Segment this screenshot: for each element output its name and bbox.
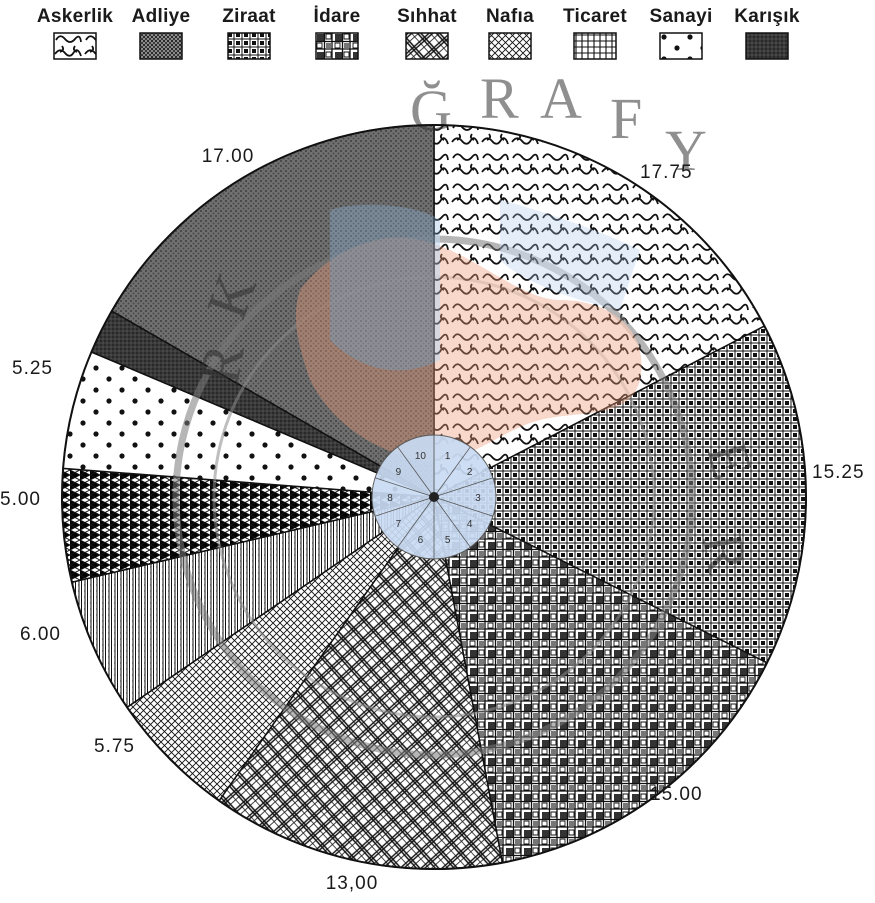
map-shape bbox=[330, 204, 440, 371]
pie-outline bbox=[61, 124, 807, 870]
center-ring-digit: 4 bbox=[467, 519, 473, 530]
watermark-letter: Y bbox=[665, 118, 707, 183]
legend-label: Askerlik bbox=[36, 6, 114, 27]
legend: Askerlik Adliye Ziraat İdare Sıhhat Nafı… bbox=[0, 0, 875, 70]
center-ring-digit: 3 bbox=[475, 493, 481, 504]
center-disc: 1 2 3 4 5 6 7 8 9 10 bbox=[371, 434, 497, 560]
center-ring-digit: 1 bbox=[445, 451, 451, 462]
center-spoke bbox=[374, 496, 435, 517]
legend-swatch-ziraat bbox=[227, 32, 271, 60]
center-ring-digit: 9 bbox=[396, 467, 402, 478]
watermark-letter: R bbox=[480, 66, 519, 131]
center-ring-digit: 2 bbox=[467, 467, 473, 478]
legend-item-idare: İdare bbox=[292, 6, 382, 60]
legend-label: Sıhhat bbox=[397, 6, 457, 27]
legend-item-askerlik: Askerlik bbox=[30, 6, 120, 60]
legend-item-sanayi: Sanayi bbox=[636, 6, 726, 60]
slice-label: 6.00 bbox=[20, 624, 61, 645]
legend-item-nafia: Nafıa bbox=[465, 6, 555, 60]
center-ring-digit: 7 bbox=[396, 519, 402, 530]
legend-swatch-ticaret bbox=[573, 32, 617, 60]
slice-label: 5.00 bbox=[0, 489, 41, 510]
slice-label: 17.00 bbox=[202, 146, 255, 167]
center-spoke bbox=[397, 446, 435, 498]
center-spoke bbox=[433, 496, 494, 517]
legend-swatch-askerlik bbox=[53, 32, 97, 60]
slice-label: 15.00 bbox=[650, 784, 703, 805]
legend-swatch-sanayi bbox=[659, 32, 703, 60]
pie-slices bbox=[61, 124, 807, 870]
pie-center-dot bbox=[429, 492, 439, 502]
legend-item-ziraat: Ziraat bbox=[204, 6, 294, 60]
map-shape bbox=[295, 237, 642, 462]
background-watermark: Ğ R A F Y K R E R bbox=[172, 66, 766, 759]
slice-label: 5.25 bbox=[12, 358, 53, 379]
legend-swatch-karisik bbox=[745, 32, 789, 60]
legend-label: Ticaret bbox=[562, 6, 628, 27]
slice-label: 13,00 bbox=[326, 873, 379, 894]
watermark-letter: Ğ bbox=[410, 78, 452, 143]
legend-label: Karışık bbox=[734, 6, 800, 27]
watermark-letter: A bbox=[540, 66, 582, 131]
legend-label: Sanayi bbox=[649, 6, 713, 27]
legend-swatch-sihhat bbox=[405, 32, 449, 60]
slice-label: 5.75 bbox=[94, 736, 135, 757]
legend-swatch-nafia bbox=[488, 32, 532, 60]
legend-swatch-adliye bbox=[139, 32, 183, 60]
legend-label: Nafıa bbox=[486, 6, 534, 27]
center-spoke bbox=[397, 496, 435, 548]
center-ring-digit: 10 bbox=[415, 451, 427, 462]
center-spoke bbox=[374, 477, 435, 498]
slice-label: 17.75 bbox=[640, 162, 693, 183]
center-spokes bbox=[374, 435, 494, 559]
legend-swatch-idare bbox=[315, 32, 359, 60]
watermark-letter: F bbox=[610, 86, 642, 151]
center-spoke bbox=[433, 446, 471, 498]
center-ring-digit: 8 bbox=[387, 493, 393, 504]
center-ring-digit: 5 bbox=[445, 535, 451, 546]
slice-label: 15.25 bbox=[812, 462, 865, 483]
map-shape bbox=[500, 200, 640, 310]
center-spoke bbox=[433, 496, 471, 548]
center-spoke bbox=[433, 477, 494, 498]
legend-item-ticaret: Ticaret bbox=[550, 6, 640, 60]
legend-item-adliye: Adliye bbox=[116, 6, 206, 60]
legend-item-sihhat: Sıhhat bbox=[382, 6, 472, 60]
legend-label: İdare bbox=[313, 6, 361, 27]
legend-label: Adliye bbox=[131, 6, 191, 27]
legend-item-karisik: Karışık bbox=[722, 6, 812, 60]
legend-label: Ziraat bbox=[222, 6, 276, 27]
center-ring-digits: 1 2 3 4 5 6 7 8 9 10 bbox=[387, 451, 481, 546]
center-ring-digit: 6 bbox=[418, 535, 424, 546]
